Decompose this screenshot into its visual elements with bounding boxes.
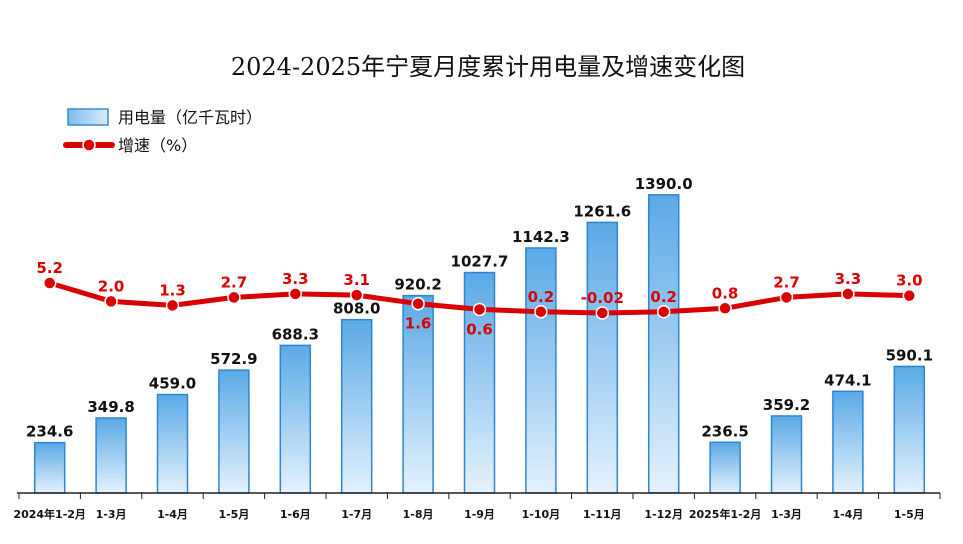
rate-value-label: 2.7 xyxy=(221,273,248,291)
rate-point xyxy=(841,287,855,301)
x-tick-label: 1-11月 xyxy=(583,508,622,521)
x-tick-label: 1-5月 xyxy=(218,508,249,521)
bar-value-label: 808.0 xyxy=(333,300,380,318)
x-tick-label: 2025年1-2月 xyxy=(689,507,762,521)
x-tick-label: 2024年1-2月 xyxy=(13,507,86,521)
bar xyxy=(586,221,619,494)
x-tick-label: 1-8月 xyxy=(403,508,434,521)
rate-value-label: 3.1 xyxy=(343,271,370,289)
rate-value-label: 2.0 xyxy=(98,277,125,295)
rate-point xyxy=(472,302,487,317)
x-axis: 2024年1-2月 1-3月 1-4月 1-5月 1-6月 1-7月 1-8月 1-9月 1-1… xyxy=(13,492,941,521)
bar-value-label: 359.2 xyxy=(763,396,810,414)
bar-value-label: 474.1 xyxy=(824,371,871,389)
bar-value-label: 459.0 xyxy=(149,375,196,393)
bar xyxy=(95,417,127,494)
legend-bar-swatch xyxy=(67,108,109,126)
bar xyxy=(33,441,66,494)
bar xyxy=(525,247,557,494)
rate-value-label: 0.2 xyxy=(650,288,677,306)
bar-value-label: 236.5 xyxy=(701,422,748,440)
x-tick-label: 1-9月 xyxy=(464,508,495,521)
x-tick-label: 1-5月 xyxy=(894,508,925,521)
rate-point xyxy=(411,296,425,311)
x-tick-label: 1-6月 xyxy=(280,508,311,521)
rate-value-label: 1.3 xyxy=(159,281,186,299)
rate-value-label: 0.6 xyxy=(466,320,493,338)
rate-point xyxy=(534,305,548,319)
rate-value-label: 0.2 xyxy=(528,288,555,306)
rate-value-label: 3.3 xyxy=(835,270,862,288)
bar xyxy=(402,294,434,494)
legend: 用电量（亿千瓦时） 增速（%） xyxy=(63,108,262,155)
rate-point xyxy=(42,276,57,290)
x-tick-label: 1-12月 xyxy=(644,508,683,521)
bar-value-label: 349.8 xyxy=(87,398,134,416)
bar xyxy=(647,194,680,494)
rate-point xyxy=(227,290,241,305)
rate-point xyxy=(288,287,303,301)
bar-value-label: 234.6 xyxy=(26,423,73,441)
rate-point xyxy=(718,301,732,316)
rate-value-label: 5.2 xyxy=(36,259,63,277)
bar xyxy=(340,318,373,494)
x-tick-label: 1-4月 xyxy=(832,508,863,521)
bar xyxy=(709,441,741,494)
legend-line-marker xyxy=(82,138,96,152)
rate-value-label: 1.6 xyxy=(405,315,432,333)
bar-value-label: 572.9 xyxy=(210,350,257,368)
bars-group: 234.6 349.8 459.0 572.9 688.3 808.0 920.2 1027.… xyxy=(26,175,933,494)
rate-value-label: 3.3 xyxy=(282,270,309,288)
rate-line-group xyxy=(42,276,917,320)
rate-point xyxy=(595,306,610,320)
rate-labels-group: 5.2 2.0 1.3 2.7 3.3 3.1 1.6 0.6 0.2 -0.02 0.2 0.8 2.… xyxy=(36,259,922,338)
rate-point xyxy=(104,294,118,309)
rate-point xyxy=(779,290,794,305)
rate-point xyxy=(165,298,180,313)
bar-value-label: 590.1 xyxy=(886,346,933,364)
rate-value-label: 0.8 xyxy=(712,284,739,302)
rate-point xyxy=(349,288,364,302)
rate-value-label: -0.02 xyxy=(581,289,624,307)
bar-value-label: 920.2 xyxy=(394,276,441,294)
bar-value-label: 1261.6 xyxy=(573,202,631,220)
rate-point xyxy=(656,305,671,319)
x-tick-label: 1-4月 xyxy=(157,508,188,521)
rate-value-label: 2.7 xyxy=(773,273,800,291)
bar-value-label: 688.3 xyxy=(272,325,319,343)
bar xyxy=(893,365,926,494)
x-tick-label: 1-10月 xyxy=(522,508,561,521)
legend-bar-label: 用电量（亿千瓦时） xyxy=(118,108,262,127)
legend-line-label: 增速（%） xyxy=(118,136,197,155)
bar-value-label: 1142.3 xyxy=(512,228,570,246)
bar xyxy=(832,390,864,494)
bar-value-label: 1027.7 xyxy=(451,253,509,271)
chart-title: 2024-2025年宁夏月度累计用电量及增速变化图 xyxy=(231,53,745,81)
x-tick-label: 1-3月 xyxy=(771,508,802,521)
bar xyxy=(770,415,803,494)
bar xyxy=(218,369,250,494)
x-tick-label: 1-7月 xyxy=(341,508,372,521)
rate-value-label: 3.0 xyxy=(896,272,923,290)
rate-point xyxy=(902,288,917,303)
bar xyxy=(156,393,189,494)
bar-value-label: 1390.0 xyxy=(635,175,693,193)
x-tick-label: 1-3月 xyxy=(96,508,127,521)
bar xyxy=(279,344,312,494)
